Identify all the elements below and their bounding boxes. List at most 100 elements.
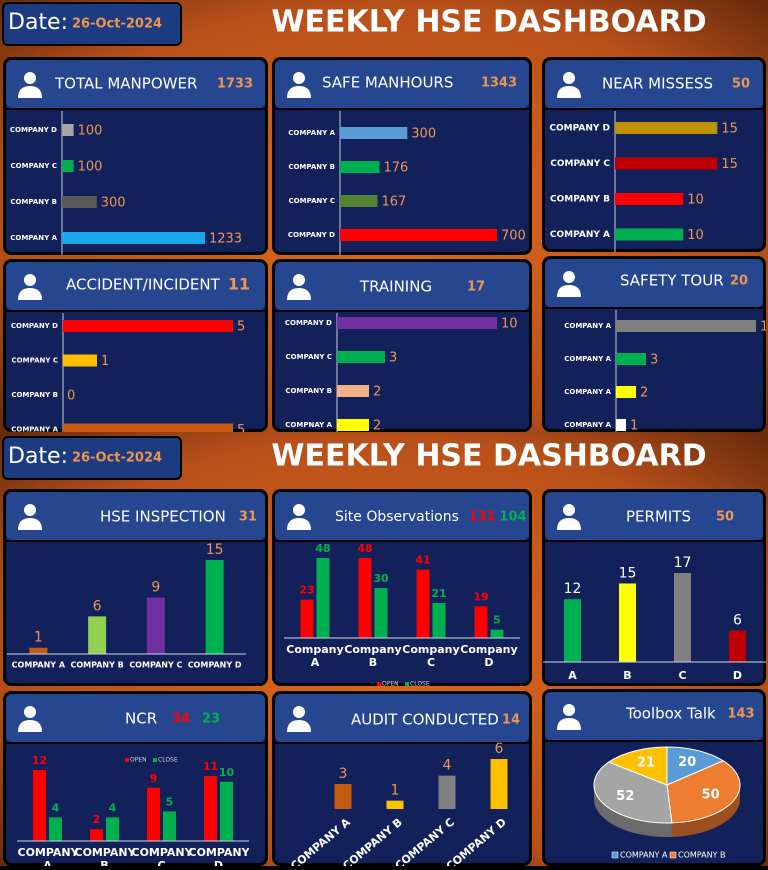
value-label: 176: [383, 161, 408, 176]
category-label: COMPANY C: [11, 162, 57, 170]
bar: [475, 606, 488, 638]
bar: [337, 385, 369, 397]
bar: [615, 229, 683, 241]
value-label: 30: [373, 572, 389, 585]
panel-total: 131: [468, 510, 495, 525]
bar: [616, 320, 756, 332]
value-label: 700: [501, 229, 526, 244]
value-label: 2: [373, 385, 381, 400]
bar: [619, 583, 636, 662]
bar: [33, 770, 46, 841]
bar: [147, 598, 165, 654]
value-label: 10: [501, 317, 518, 332]
category-label: Company D: [459, 643, 519, 669]
category-label: D: [733, 669, 742, 682]
value-label: 15: [206, 542, 224, 558]
category-label: COMPANY C: [289, 197, 335, 205]
icon-head: [293, 72, 305, 84]
bar: [340, 229, 497, 241]
dashboard-title: WEEKLY HSE DASHBOARD: [271, 5, 706, 40]
date: 26-Oct-2024: [72, 17, 162, 32]
category-label: COMPANY B: [550, 195, 610, 205]
value-label: 20: [678, 755, 696, 770]
value-label: 48: [315, 542, 330, 555]
icon-head: [24, 274, 36, 286]
category-label: COMPANY B: [70, 661, 123, 670]
category-label: COMPANY C: [550, 159, 610, 169]
icon-head: [293, 504, 305, 516]
bar: [616, 386, 636, 398]
bar: [337, 351, 385, 363]
panel-total: 11: [228, 275, 250, 294]
value-label: 9: [151, 580, 160, 596]
bar: [439, 776, 456, 809]
category-label: COMPANY A: [564, 388, 611, 396]
panel-total: 50: [716, 510, 734, 525]
value-label: 15: [721, 157, 738, 172]
category-label-box: COMPANY B: [75, 846, 135, 866]
bar: [616, 353, 646, 365]
value-label: 10: [219, 766, 235, 779]
bar: [88, 616, 106, 654]
value-label: 10: [687, 193, 704, 208]
category-label: COMPANY C: [12, 357, 58, 365]
bar: [616, 419, 626, 431]
bar: [335, 784, 352, 809]
value-label: 48: [357, 542, 372, 555]
value-label: 12: [32, 754, 47, 767]
bar: [62, 196, 97, 208]
panel-title: NEAR MISSESS: [602, 75, 713, 93]
category-label: COMPANY B: [75, 846, 135, 866]
legend-label: OPEN: [130, 757, 147, 764]
panel-total: 20: [730, 274, 748, 289]
category-label: C: [678, 669, 686, 682]
bar: [204, 776, 217, 841]
value-label: 6: [495, 741, 504, 757]
value-label: 100: [78, 160, 103, 175]
value-label: 21: [431, 587, 446, 600]
bar: [359, 558, 372, 638]
bar: [433, 603, 446, 638]
legend-label: COMPANY B: [678, 851, 725, 860]
category-label: COMPANY A: [288, 129, 335, 137]
legend-label: COMPANY A: [620, 851, 668, 860]
bar: [340, 195, 377, 207]
bar: [387, 801, 404, 809]
date-label: Date:: [8, 10, 68, 35]
value-label: 1233: [209, 232, 242, 247]
date-label: Date:: [8, 444, 68, 469]
bar: [564, 599, 581, 662]
category-label: COMPANY C: [132, 846, 192, 866]
bar: [340, 127, 407, 139]
value-label: 0: [67, 389, 75, 404]
bar: [62, 232, 205, 244]
value-label: 2: [640, 386, 648, 401]
value-label: 15: [619, 565, 637, 581]
legend-label: CLOSE: [158, 757, 178, 764]
value-label: 2: [373, 419, 381, 434]
panel-total: 17: [467, 280, 485, 295]
value-label: 11: [203, 760, 218, 773]
category-label: COMPANY A: [550, 230, 610, 240]
icon-head: [563, 271, 575, 283]
category-label: COMPANY A: [18, 846, 78, 866]
header: Date: 26-Oct-2024 WEEKLY HSE DASHBOARD: [3, 3, 707, 45]
category-label: Company A: [285, 643, 345, 669]
category-label: A: [568, 669, 577, 682]
panel-total: 143: [727, 707, 754, 722]
legend-swatch: [125, 758, 129, 762]
panel-title: AUDIT CONDUCTED: [351, 711, 499, 729]
value-label: 100: [78, 124, 103, 139]
bar: [337, 419, 369, 431]
category-label: COMPANY C: [286, 353, 332, 361]
value-label: 9: [150, 772, 158, 785]
value-label: 50: [702, 787, 720, 802]
